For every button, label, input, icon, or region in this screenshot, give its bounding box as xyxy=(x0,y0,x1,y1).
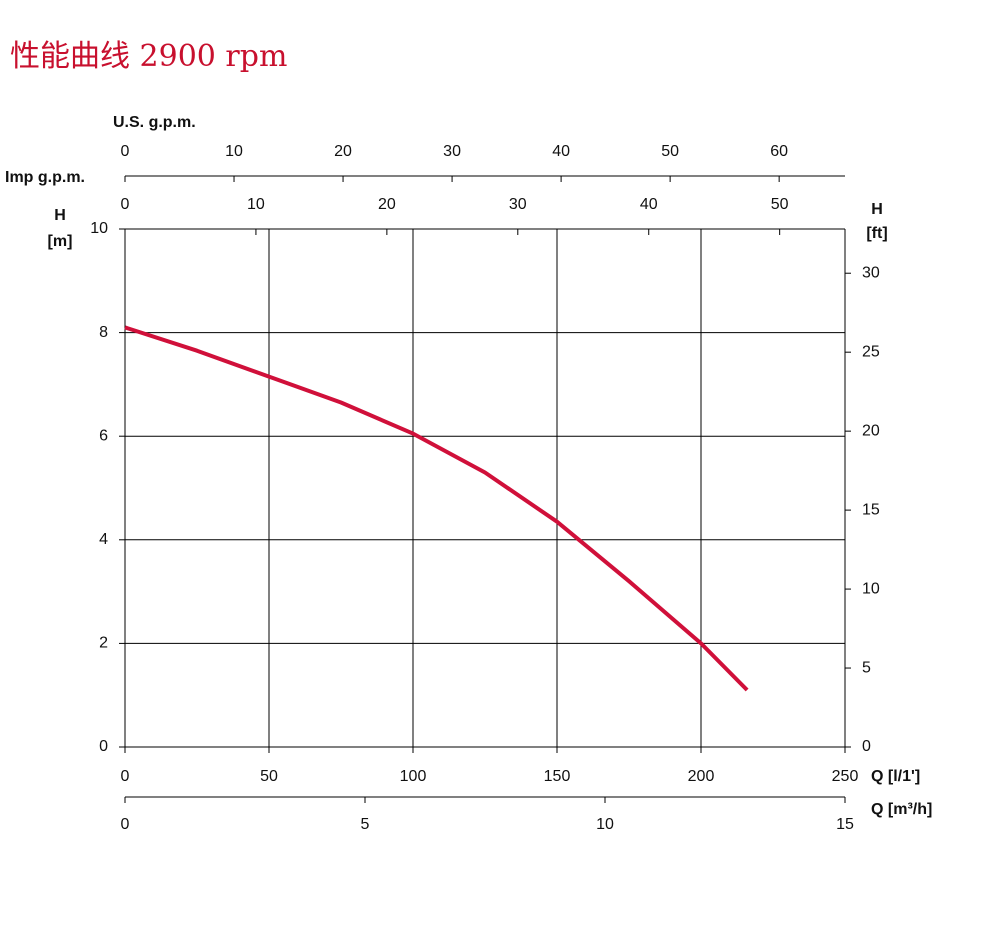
axis-tick-label: 10 xyxy=(247,196,265,213)
y-tick-label: 8 xyxy=(99,324,108,341)
axis-tick-label: 20 xyxy=(334,143,352,160)
axis-tick-label: 5 xyxy=(361,816,370,833)
axis-tick-label: 40 xyxy=(552,143,570,160)
axis-title: Imp g.p.m. xyxy=(5,169,85,186)
y-tick-label: 4 xyxy=(99,531,108,548)
axis-tick-label: 50 xyxy=(771,196,789,213)
y-tick-label: 6 xyxy=(99,427,108,444)
axis-tick-label: 0 xyxy=(121,143,130,160)
x-tick-label: 100 xyxy=(400,768,427,785)
chart-title: 性能曲线 2900 rpm xyxy=(10,39,287,74)
y2-tick-label: 10 xyxy=(862,580,880,597)
y-axis-label: H xyxy=(54,207,66,224)
axis-tick-label: 30 xyxy=(509,196,527,213)
curve xyxy=(124,325,749,692)
y-tick-label: 2 xyxy=(99,635,108,652)
x-axis-label: Q [l/1'] xyxy=(871,768,920,785)
x-tick-label: 50 xyxy=(260,768,278,785)
y2-tick-label: 15 xyxy=(862,501,880,518)
axis-tick-label: 60 xyxy=(770,143,788,160)
axis-tick-label: 20 xyxy=(378,196,396,213)
axis-tick-label: 10 xyxy=(225,143,243,160)
axis-tick-label: 50 xyxy=(661,143,679,160)
axis-tick-label: 0 xyxy=(121,196,130,213)
y2-tick-label: 20 xyxy=(862,422,880,439)
axis-tick-label: 15 xyxy=(836,816,854,833)
axis-tick-label: 0 xyxy=(121,816,130,833)
axis-tick-label: 40 xyxy=(640,196,658,213)
axis-title: Q [m³/h] xyxy=(871,801,932,818)
x-tick-label: 0 xyxy=(121,768,130,785)
y2-tick-label: 30 xyxy=(862,264,880,281)
y-axis-label: [m] xyxy=(48,233,73,250)
axis-title: U.S. g.p.m. xyxy=(113,114,196,131)
x-tick-label: 200 xyxy=(688,768,715,785)
y2-axis-label: [ft] xyxy=(866,225,887,242)
y2-axis-label: H xyxy=(871,201,883,218)
axis-tick-label: 30 xyxy=(443,143,461,160)
y-tick-label: 0 xyxy=(99,738,108,755)
axis-tick-label: 10 xyxy=(596,816,614,833)
y2-tick-label: 5 xyxy=(862,659,871,676)
x-tick-label: 150 xyxy=(544,768,571,785)
y2-tick-label: 0 xyxy=(862,738,871,755)
y2-tick-label: 25 xyxy=(862,343,880,360)
x-tick-label: 250 xyxy=(832,768,859,785)
y-tick-label: 10 xyxy=(90,220,108,237)
